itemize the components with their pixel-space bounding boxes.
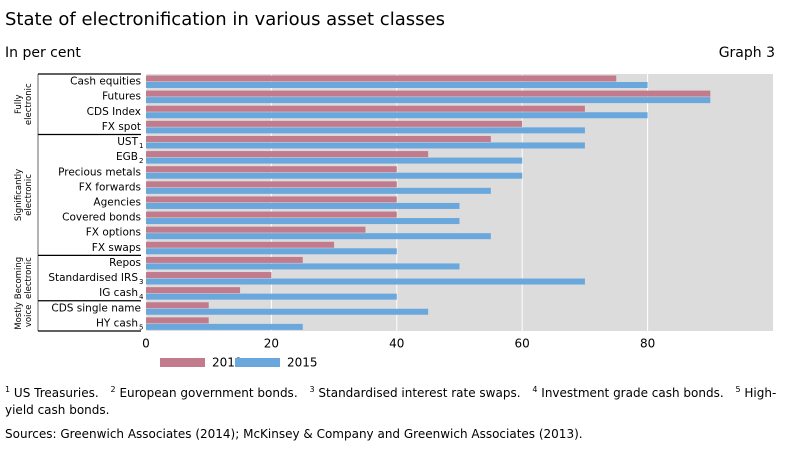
footnote: 5 High-yield cash bonds. bbox=[5, 385, 777, 417]
y-tick-label: Futures bbox=[102, 91, 141, 103]
bar bbox=[146, 120, 523, 127]
x-tick-label: 40 bbox=[389, 337, 404, 351]
bar bbox=[146, 302, 209, 309]
bar bbox=[146, 196, 397, 203]
footnote-text: Investment grade cash bonds. bbox=[541, 386, 724, 400]
y-tick-label: FX spot bbox=[102, 121, 141, 133]
subtitle: In per cent bbox=[5, 45, 81, 61]
footnote-marker: 2 bbox=[139, 157, 143, 165]
group-label: Becomingelectronic bbox=[14, 257, 34, 299]
bar bbox=[146, 75, 617, 82]
bar bbox=[146, 226, 366, 233]
footnote-marker: 4 bbox=[139, 293, 144, 301]
footnote: 3 Standardised interest rate swaps. bbox=[309, 385, 521, 400]
bar bbox=[146, 218, 460, 225]
footnote-text: High-yield cash bonds. bbox=[5, 386, 777, 417]
chart: State of electronification in various as… bbox=[5, 9, 775, 370]
y-tick-label: UST bbox=[117, 136, 138, 148]
bar bbox=[146, 263, 460, 270]
footnote-marker: 4 bbox=[532, 385, 538, 394]
bar bbox=[146, 157, 523, 164]
bar bbox=[146, 166, 397, 173]
bar bbox=[146, 82, 648, 88]
footnote-text: US Treasuries. bbox=[13, 386, 99, 400]
bar bbox=[146, 90, 711, 97]
bar bbox=[146, 293, 397, 300]
legend-swatch bbox=[160, 358, 205, 367]
bar bbox=[146, 105, 585, 112]
group-label: Fullyelectronic bbox=[14, 83, 34, 125]
footnote: 4 Investment grade cash bonds. bbox=[532, 385, 724, 400]
y-tick-label: Precious metals bbox=[58, 166, 141, 178]
footnote: 1 US Treasuries. bbox=[5, 385, 99, 400]
bar bbox=[146, 187, 491, 194]
legend-swatch bbox=[235, 358, 280, 367]
bar bbox=[146, 308, 429, 315]
footnote-marker: 1 bbox=[139, 142, 143, 150]
x-tick-label: 80 bbox=[640, 337, 655, 351]
group-label: Mostlyvoice bbox=[14, 302, 34, 330]
bar bbox=[146, 127, 585, 134]
bar bbox=[146, 323, 303, 330]
x-tick-label: 20 bbox=[264, 337, 279, 351]
bar bbox=[146, 233, 491, 240]
footnote-text: European government bonds. bbox=[119, 386, 298, 400]
bar bbox=[146, 172, 523, 179]
bar bbox=[146, 211, 397, 218]
bar bbox=[146, 248, 397, 255]
y-tick-label: FX options bbox=[86, 227, 141, 239]
bar bbox=[146, 272, 272, 279]
footnote-marker: 2 bbox=[110, 385, 116, 394]
footnotes: 1 US Treasuries. 2 European government b… bbox=[5, 381, 795, 419]
y-tick-label: Covered bonds bbox=[62, 212, 141, 224]
y-tick-label: CDS single name bbox=[51, 302, 141, 314]
footnote: 2 European government bonds. bbox=[110, 385, 298, 400]
legend-label: 2015 bbox=[287, 356, 318, 370]
x-tick-label: 0 bbox=[142, 337, 150, 351]
graph-label: Graph 3 bbox=[719, 45, 775, 61]
y-tick-label: FX forwards bbox=[79, 181, 141, 193]
bar bbox=[146, 256, 303, 263]
y-tick-label: Standardised IRS bbox=[48, 272, 138, 284]
bar bbox=[146, 135, 491, 142]
bar bbox=[146, 317, 209, 324]
bar bbox=[146, 181, 397, 188]
bar bbox=[146, 151, 429, 158]
y-tick-label: EGB bbox=[116, 151, 138, 163]
x-tick-label: 60 bbox=[515, 337, 530, 351]
bar bbox=[146, 278, 585, 285]
sources: Sources: Greenwich Associates (2014); Mc… bbox=[5, 427, 583, 441]
chart-title: State of electronification in various as… bbox=[5, 9, 445, 30]
footnote-marker: 3 bbox=[139, 278, 143, 286]
y-tick-label: HY cash bbox=[96, 317, 138, 329]
y-tick-label: CDS Index bbox=[87, 106, 141, 118]
bar bbox=[146, 97, 711, 104]
legend-label: 2012 bbox=[212, 356, 243, 370]
bar bbox=[146, 202, 460, 209]
bar bbox=[146, 287, 241, 294]
footnote-marker: 1 bbox=[5, 385, 11, 394]
y-tick-label: FX swaps bbox=[92, 242, 141, 254]
y-tick-label: IG cash bbox=[99, 287, 138, 299]
footnote-text: Standardised interest rate swaps. bbox=[318, 386, 521, 400]
footnote-marker: 3 bbox=[309, 385, 315, 394]
group-label: Significantlyelectronic bbox=[14, 169, 34, 221]
bar bbox=[146, 241, 335, 248]
y-tick-label: Cash equities bbox=[70, 76, 141, 88]
y-tick-label: Repos bbox=[109, 257, 141, 269]
bar bbox=[146, 112, 648, 119]
footnote-marker: 5 bbox=[139, 323, 143, 331]
bar bbox=[146, 142, 585, 149]
footnote-marker: 5 bbox=[735, 385, 741, 394]
y-tick-label: Agencies bbox=[93, 197, 141, 209]
